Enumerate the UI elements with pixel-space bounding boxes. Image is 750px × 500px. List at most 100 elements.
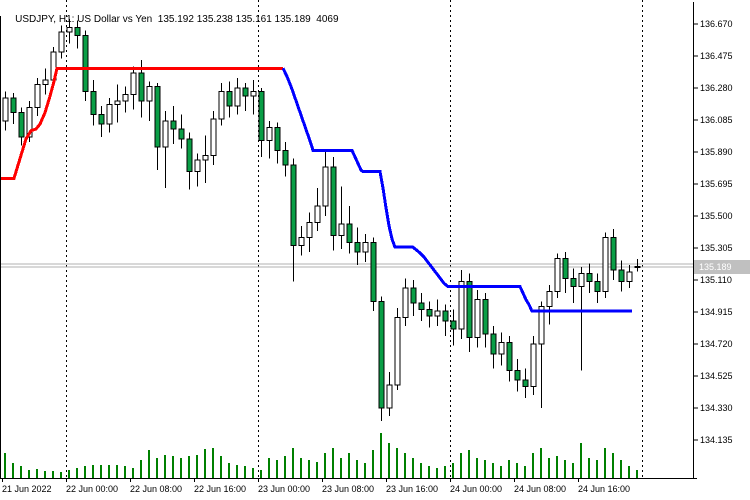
candle-bear	[514, 369, 521, 381]
volume-bar	[364, 463, 366, 478]
candle-bear	[426, 309, 433, 317]
candle-bull	[130, 72, 137, 96]
volume-bar	[516, 463, 518, 478]
candle-bull	[26, 107, 33, 138]
volume-bar	[436, 468, 438, 478]
candle-bull	[122, 94, 129, 102]
volume-bar	[628, 466, 630, 478]
volume-bar	[132, 468, 134, 478]
trend-line-up-red	[0, 66, 283, 180]
candle-bear	[466, 281, 473, 338]
volume-bar	[580, 443, 582, 478]
volume-bar	[52, 471, 54, 478]
candle-bull	[554, 258, 561, 292]
x-axis-label: 24 Jun 08:00	[514, 484, 566, 494]
x-axis-label: 21 Jun 2022	[2, 484, 52, 494]
volume-bar	[348, 453, 350, 478]
candle-bull	[2, 97, 9, 122]
candle-bull	[626, 271, 633, 283]
volume-bar	[212, 448, 214, 478]
candle-bear	[490, 333, 497, 355]
volume-bar	[20, 466, 22, 478]
volume-bar	[260, 470, 262, 478]
candle-bear	[370, 241, 377, 302]
candle-bull	[194, 159, 201, 173]
candle-bear	[410, 287, 417, 304]
volume-bar	[28, 470, 30, 478]
volume-bar	[452, 463, 454, 478]
volume-bar	[268, 458, 270, 478]
candle-bull	[66, 26, 73, 33]
candle-bull	[578, 272, 585, 288]
candle-bear	[98, 113, 105, 125]
volume-bar	[4, 453, 6, 478]
volume-bar	[308, 460, 310, 478]
volume-bar	[556, 456, 558, 478]
candle-bear	[170, 120, 177, 130]
volume-bar	[188, 456, 190, 478]
volume-bar	[372, 450, 374, 478]
volume-bar	[524, 466, 526, 478]
candle-bull	[162, 120, 169, 148]
candle-bear	[290, 164, 297, 247]
x-axis-label: 24 Jun 00:00	[450, 484, 502, 494]
volume-bar	[60, 472, 62, 478]
candle-bull	[394, 317, 401, 386]
y-axis-label: 136.085	[700, 115, 733, 125]
volume-bar	[276, 460, 278, 478]
volume-bar	[412, 458, 414, 478]
volume-bar	[460, 453, 462, 478]
y-axis-label: 134.330	[700, 403, 733, 413]
trend-line-down-blue	[281, 67, 632, 313]
volume-bar	[468, 450, 470, 478]
x-axis-label: 22 Jun 00:00	[66, 484, 118, 494]
candle-bear	[450, 320, 457, 330]
candle-bull	[602, 236, 609, 292]
candle-bear	[178, 128, 185, 140]
candle-bull	[402, 287, 409, 319]
volume-bar	[140, 460, 142, 478]
candle-bull	[234, 87, 241, 107]
volume-bar	[324, 453, 326, 478]
y-axis-label: 135.305	[700, 243, 733, 253]
candle-bear	[90, 90, 97, 115]
volume-bar	[332, 448, 334, 478]
candle-bear	[282, 149, 289, 166]
candle-bear	[562, 258, 569, 279]
candle-bull	[266, 126, 273, 142]
candle-bull	[58, 31, 65, 53]
candle-bear	[442, 310, 449, 322]
volume-bar	[620, 460, 622, 478]
volume-bar	[172, 456, 174, 478]
volume-bar	[156, 458, 158, 478]
candle-bear	[594, 281, 601, 292]
x-axis-label: 22 Jun 08:00	[130, 484, 182, 494]
candle-bull	[498, 341, 505, 355]
x-axis-label: 23 Jun 08:00	[322, 484, 374, 494]
volume-bar	[84, 466, 86, 478]
candle-bear	[506, 341, 513, 371]
volume-bar	[244, 466, 246, 478]
candle-bull	[218, 90, 225, 120]
volume-bar	[532, 453, 534, 478]
volume-bar	[588, 458, 590, 478]
y-axis-label: 134.915	[700, 307, 733, 317]
candle-bull	[210, 118, 217, 156]
chart-title: USDJPY, H1: US Dollar vs Yen 135.192 135…	[4, 3, 338, 36]
y-axis-label: 134.720	[700, 339, 733, 349]
volume-bar	[636, 469, 638, 478]
volume-bar	[228, 463, 230, 478]
x-axis-label: 23 Jun 16:00	[386, 484, 438, 494]
volume-bar	[68, 470, 70, 478]
candle-bull	[322, 166, 329, 207]
volume-bar	[44, 471, 46, 478]
candle-bear	[522, 379, 529, 388]
candle-bear	[242, 87, 249, 97]
candle-bear	[186, 138, 193, 173]
volume-bar	[388, 443, 390, 478]
volume-bar	[444, 466, 446, 478]
candle-bull	[250, 90, 257, 97]
volume-bar	[356, 460, 358, 478]
